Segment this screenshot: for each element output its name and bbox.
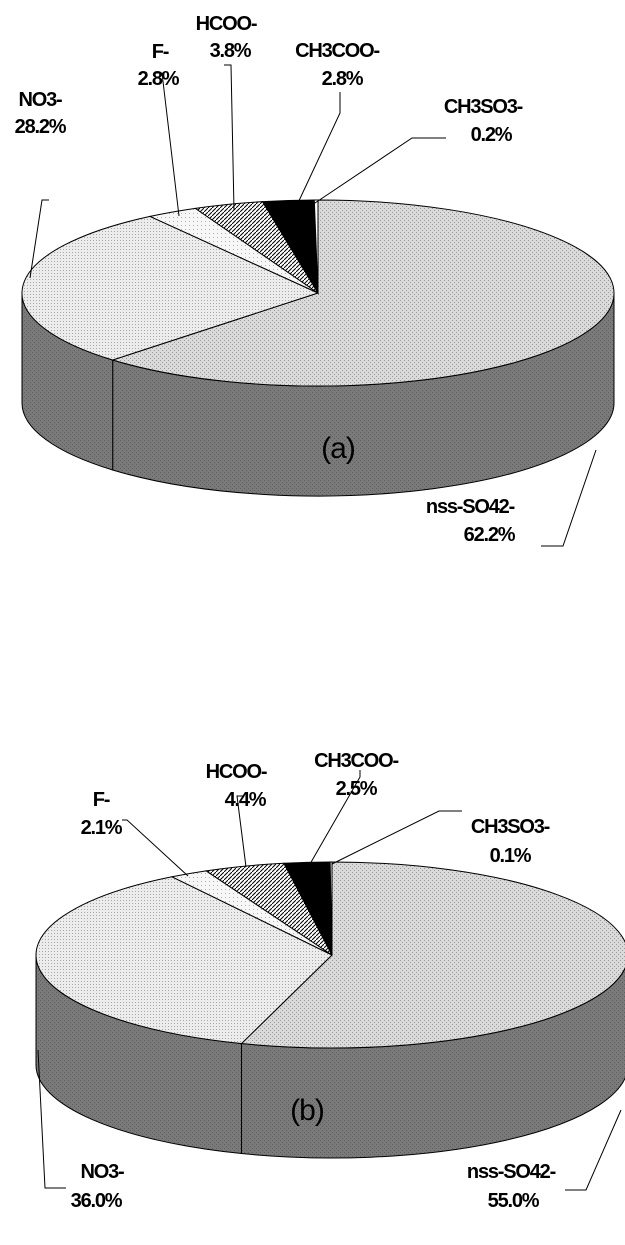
leader-line-nss-so42-: [565, 1109, 622, 1191]
slice-name-no3-: NO3-: [81, 1161, 125, 1183]
pie-slice-nss-so42-: [111, 199, 615, 387]
slice-name-nss-so42-: nss-SO42-: [426, 496, 515, 518]
slice-value-ch3coo-: 2.8%: [322, 68, 364, 90]
pie-slice-ch3so3-: [329, 861, 333, 956]
slice-name-f-: F-: [152, 41, 169, 63]
slice-value-nss-so42-: 55.0%: [488, 1190, 540, 1212]
leader-line-ch3coo-: [309, 770, 361, 865]
slice-value-nss-so42-: 62.2%: [464, 524, 516, 546]
slice-name-nss-so42-: nss-SO42-: [467, 1161, 556, 1183]
leader-line-hcoo-: [224, 64, 235, 211]
leader-line-hcoo-: [236, 795, 247, 868]
leader-line-f-: [122, 819, 189, 877]
leader-line-ch3so3-: [331, 810, 462, 865]
leader-line-no3-: [37, 1049, 66, 1189]
slice-name-ch3coo-: CH3COO-: [314, 750, 398, 772]
slice-name-ch3so3-: CH3SO3-: [444, 96, 523, 118]
slice-value-f-: 2.8%: [138, 68, 180, 90]
slice-value-hcoo-: 3.8%: [210, 40, 252, 62]
panel-label: (a): [321, 432, 355, 465]
leader-line-nss-so42-: [541, 449, 597, 547]
slice-value-f-: 2.1%: [81, 817, 123, 839]
slice-value-hcoo-: 4.4%: [225, 789, 267, 811]
slice-name-f-: F-: [93, 789, 110, 811]
leader-line-ch3so3-: [311, 137, 446, 206]
slice-value-ch3coo-: 2.5%: [336, 778, 378, 800]
slice-name-ch3coo-: CH3COO-: [295, 40, 379, 62]
pie-chart-a: (a) nss-SO42- 62.2% NO3- 28.2% F- 2.8% HCOO- 3.8…: [15, 13, 615, 547]
leader-line-f-: [154, 72, 180, 217]
slice-name-hcoo-: HCOO-: [196, 13, 257, 35]
panel-label: (b): [290, 1094, 324, 1127]
slice-value-no3-: 28.2%: [15, 116, 67, 138]
leader-line-ch3coo-: [296, 92, 341, 206]
pie-slice-no3-: [35, 876, 333, 1045]
pie-slice-ch3so3-: [313, 199, 319, 294]
pie-slice-nss-so42-: [240, 861, 625, 1049]
slice-name-hcoo-: HCOO-: [206, 761, 267, 783]
slice-value-ch3so3-: 0.1%: [490, 845, 532, 867]
leader-line-no3-: [29, 199, 49, 279]
pie-slice-no3-: [21, 215, 320, 361]
slice-value-no3-: 36.0%: [71, 1190, 123, 1212]
pie-chart-b: (b) nss-SO42- 55.0% NO3- 36.0% F- 2.1% HCOO- 4.4…: [35, 750, 625, 1212]
slice-name-ch3so3-: CH3SO3-: [471, 816, 550, 838]
slice-value-ch3so3-: 0.2%: [471, 124, 513, 146]
slice-name-no3-: NO3-: [19, 89, 63, 111]
